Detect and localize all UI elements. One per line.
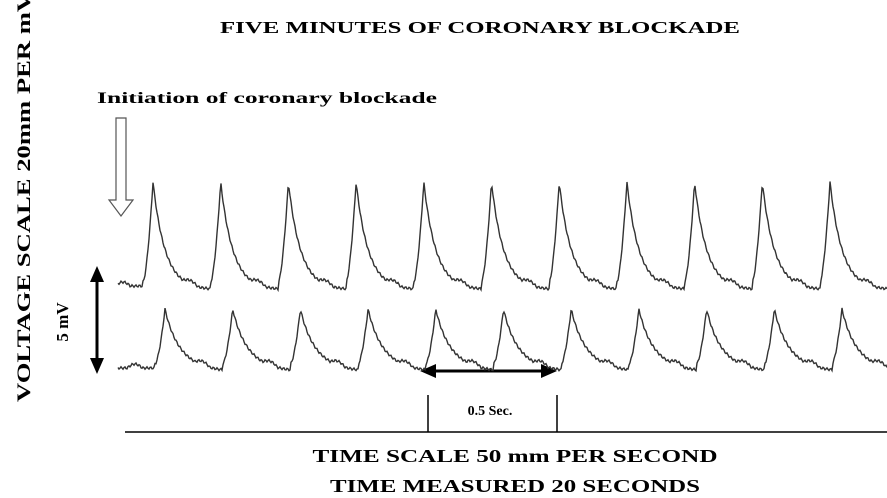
time-measured-label: TIME MEASURED 20 SECONDS (330, 476, 700, 496)
ecg-trace (117, 181, 887, 293)
voltage-scale-label: VOLTAGE SCALE 20mm PER mVo (14, 0, 35, 402)
time-scale-arrow (420, 364, 557, 378)
time-bar (125, 395, 887, 433)
time-bar-label: 0.5 Sec. (468, 404, 513, 419)
time-scale-label: TIME SCALE 50 mm PER SECOND (313, 446, 718, 466)
title: FIVE MINUTES OF CORONARY BLOCKADE (220, 18, 740, 37)
voltage-scale-arrow (90, 266, 104, 374)
initiation-arrow (107, 117, 135, 217)
ecg-trace (117, 307, 887, 373)
annotation: Initiation of coronary blockade (97, 90, 437, 107)
voltage-bar-label: 5 mV (53, 302, 72, 342)
